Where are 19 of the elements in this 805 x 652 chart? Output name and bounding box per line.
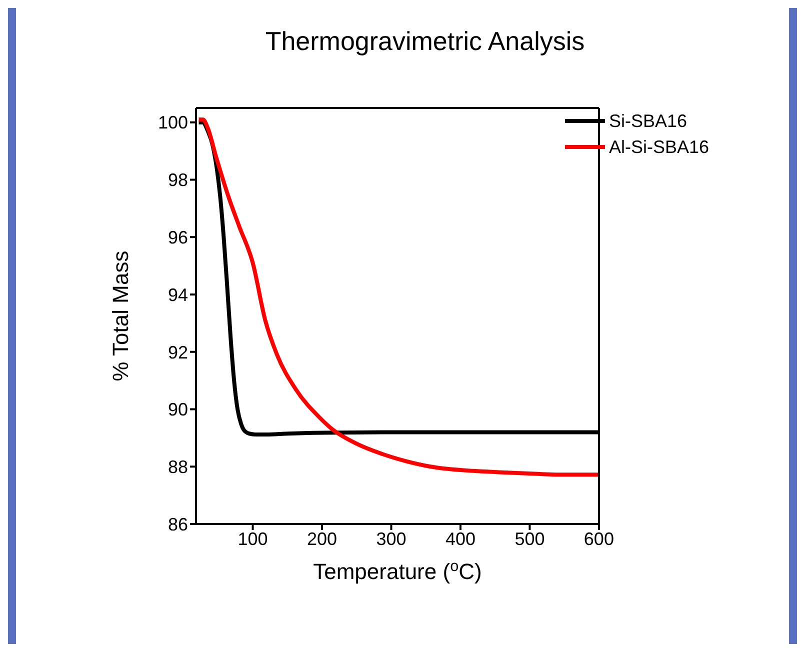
x-tick-label: 500 [514,528,545,549]
x-axis-title: Temperature ($^{o}$C) [313,558,482,584]
y-tick-label: 100 [158,112,188,133]
y-tick-label: 94 [168,284,188,305]
y-tick-label: 98 [168,170,188,190]
x-tick-label: 400 [445,528,476,549]
x-tick-label: 300 [376,528,406,549]
y-tick-label: 90 [168,400,188,420]
y-tick-label: 86 [168,514,188,534]
x-tick-label: 600 [584,528,614,549]
x-tick-label: 100 [238,528,268,549]
y-tick-label: 96 [168,227,188,248]
legend-label: Si-SBA16 [608,110,687,132]
chart-title: Thermogravimetric Analysis [265,26,585,56]
y-axis-title: % Total Mass [108,250,133,382]
y-tick-label: 88 [168,457,188,478]
x-tick-label: 200 [306,528,338,549]
y-tick-label: 92 [168,342,188,362]
legend-label: Al-Si-SBA16 [608,136,709,158]
